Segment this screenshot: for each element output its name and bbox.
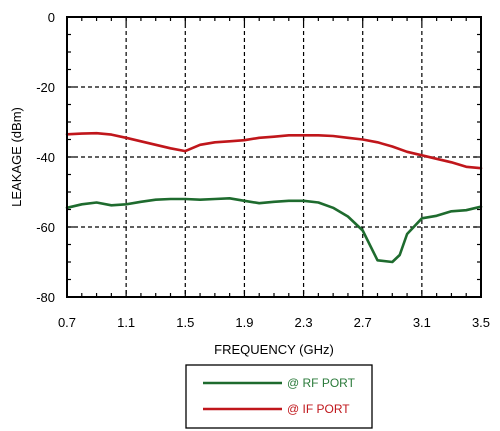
legend-box (185, 364, 373, 429)
grid-lines (67, 17, 481, 297)
legend: @ RF PORT @ IF PORT (185, 364, 373, 429)
x-tick-label: 1.5 (176, 315, 194, 330)
x-tick-label: 1.1 (117, 315, 135, 330)
series-line-if-port (65, 131, 483, 170)
y-tick-labels: 0 -20 -40 -60 -80 (36, 10, 55, 305)
series-line-rf-port (65, 197, 483, 264)
legend-label: @ IF PORT (287, 402, 350, 416)
x-tick-label: 3.1 (413, 315, 431, 330)
x-axis-label: FREQUENCY (GHz) (214, 342, 334, 357)
y-tick-label: -60 (36, 220, 55, 235)
series-lines (65, 131, 483, 264)
y-tick-label: -20 (36, 80, 55, 95)
x-tick-label: 2.7 (354, 315, 372, 330)
y-tick-label: -80 (36, 290, 55, 305)
x-tick-label: 0.7 (58, 315, 76, 330)
y-axis-label: LEAKAGE (dBm) (9, 107, 24, 207)
y-tick-label: 0 (48, 10, 55, 25)
x-tick-label: 2.3 (295, 315, 313, 330)
x-tick-label: 3.5 (472, 315, 490, 330)
legend-label: @ RF PORT (287, 376, 356, 390)
x-tick-labels: 0.7 1.1 1.5 1.9 2.3 2.7 3.1 3.5 (58, 315, 490, 330)
y-tick-label: -40 (36, 150, 55, 165)
tick-marks (66, 16, 482, 298)
x-tick-label: 1.9 (235, 315, 253, 330)
